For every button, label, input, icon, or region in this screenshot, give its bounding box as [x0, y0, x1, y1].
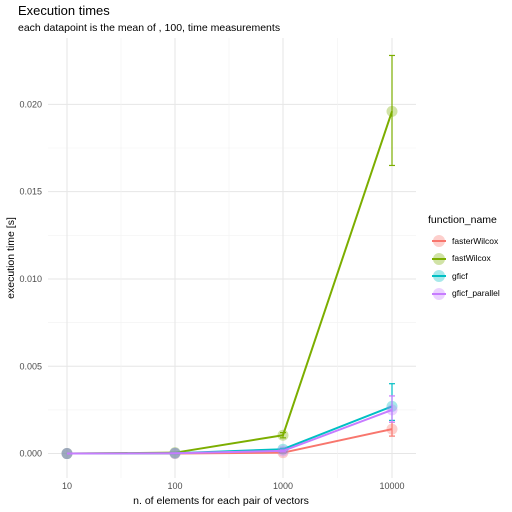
legend-key-line: [432, 275, 446, 278]
y-tick-label: 0.010: [19, 274, 42, 284]
legend-label: fasterWilcox: [452, 235, 499, 246]
legend-item-gficf: gficf: [428, 267, 500, 285]
legend-label: gficf: [452, 270, 468, 281]
grid-lines: [48, 38, 416, 478]
legend: function_name fasterWilcox fastWilcox gfic…: [428, 214, 500, 302]
data-point: [277, 445, 289, 457]
legend-key: [428, 250, 450, 267]
error-bar: [389, 395, 395, 423]
legend-key: [428, 285, 450, 302]
data-point: [386, 404, 398, 416]
series-line: [67, 428, 393, 455]
data-point: [277, 429, 289, 441]
legend-key: [428, 267, 450, 284]
data-point: [386, 105, 398, 117]
legend-key-line: [432, 292, 446, 295]
legend-item-gficf_parallel: gficf_parallel: [428, 285, 500, 303]
series-line: [66, 408, 393, 455]
x-axis-title: n. of elements for each pair of vectors: [133, 495, 309, 507]
x-tick-label: 1000: [273, 481, 293, 491]
series-gficf_parallel: [61, 395, 398, 460]
y-tick-label: 0.000: [19, 449, 42, 459]
legend-item-fastWilcox: fastWilcox: [428, 250, 500, 268]
chart-subtitle: each datapoint is the mean of , 100, tim…: [18, 22, 281, 34]
series-line: [66, 405, 393, 455]
legend-key-line: [432, 257, 446, 260]
legend-label: fastWilcox: [452, 253, 491, 264]
data-point: [61, 448, 73, 460]
tick-labels: 0.000 0.005 0.010 0.015 0.020 10 100 1000 10000: [19, 99, 404, 491]
series-line: [66, 111, 393, 455]
x-tick-label: 10000: [379, 481, 404, 491]
series-lines: [61, 54, 398, 460]
legend-key: [428, 232, 450, 249]
series-gficf: [61, 383, 398, 460]
data-point: [169, 447, 181, 459]
error-bar: [389, 54, 395, 167]
y-axis-title: execution time [s]: [5, 217, 17, 299]
y-tick-label: 0.005: [19, 361, 42, 371]
legend-label: gficf_parallel: [452, 288, 500, 299]
legend-items: fasterWilcox fastWilcox gficf gficf_paralle…: [428, 232, 500, 302]
x-tick-label: 100: [167, 481, 182, 491]
legend-title: function_name: [428, 214, 497, 226]
legend-key-line: [432, 240, 446, 243]
y-tick-label: 0.020: [19, 99, 42, 109]
x-tick-label: 10: [62, 481, 72, 491]
series-fastWilcox: [61, 54, 398, 460]
chart-title: Execution times: [18, 3, 110, 18]
data-point: [386, 423, 398, 435]
y-tick-label: 0.015: [19, 187, 42, 197]
legend-item-fasterWilcox: fasterWilcox: [428, 232, 500, 250]
